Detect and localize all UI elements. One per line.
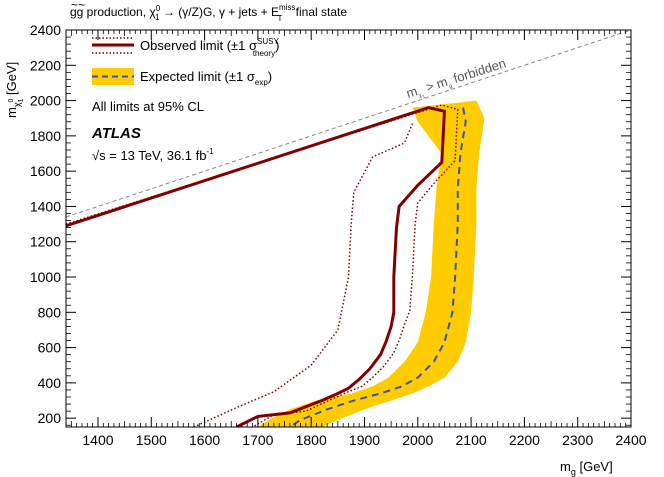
x-tick-label: 1500 [136, 432, 167, 448]
lumi-label: √s = 13 TeV, 36.1 fb-1 [92, 147, 214, 163]
y-tick-label: 2400 [30, 22, 61, 38]
x-axis-label: mg [GeV] [560, 459, 613, 477]
x-tick-label: 1900 [349, 432, 380, 448]
y-tick-label: 200 [38, 410, 62, 426]
observed-theory-band-line-1 [66, 104, 459, 427]
x-tick-label: 2300 [562, 432, 593, 448]
y-tick-label: 1800 [30, 128, 61, 144]
y-tick-label: 400 [38, 375, 62, 391]
x-tick-label: 1600 [189, 432, 220, 448]
forbidden-label: mχ1 > mg forbidden [404, 55, 509, 104]
cl-note: All limits at 95% CL [92, 99, 204, 114]
expected-band [257, 100, 485, 427]
y-tick-label: 1400 [30, 198, 61, 214]
y-axis-label: mχ10 [GeV] [4, 62, 25, 118]
x-tick-label: 1800 [296, 432, 327, 448]
x-tick-label: 2400 [615, 432, 646, 448]
expected-limit-line [289, 107, 467, 427]
legend-observed-label: Observed limit (±1 σSUSY theory) [140, 37, 279, 58]
kinematic-diagonal [66, 30, 631, 218]
y-tick-label: 1000 [30, 269, 61, 285]
legend-expected-label: Expected limit (±1 σexp) [140, 69, 272, 87]
plot-frame [65, 29, 632, 428]
x-tick-label: 2000 [402, 432, 433, 448]
y-tick-label: 1600 [30, 163, 61, 179]
observed-theory-band-line-2 [193, 123, 414, 427]
y-tick-label: 800 [38, 304, 62, 320]
legend: Observed limit (±1 σSUSY theory) Expected… [91, 37, 279, 163]
atlas-label: ATLAS [91, 125, 141, 142]
x-tick-label: 2100 [456, 432, 487, 448]
x-tick-label: 1400 [82, 432, 113, 448]
y-tick-label: 2200 [30, 57, 61, 73]
x-tick-label: 2200 [509, 432, 540, 448]
x-tick-label: 1700 [242, 432, 273, 448]
y-tick-label: 600 [38, 340, 62, 356]
chart-title: gg production, χ0 1 → (γ/Z)G, γ + jets + … [70, 3, 347, 23]
observed-limit-line [66, 106, 447, 427]
title-tilde: ~~ [71, 0, 85, 12]
y-tick-label: 1200 [30, 234, 61, 250]
y-tick-label: 2000 [30, 93, 61, 109]
